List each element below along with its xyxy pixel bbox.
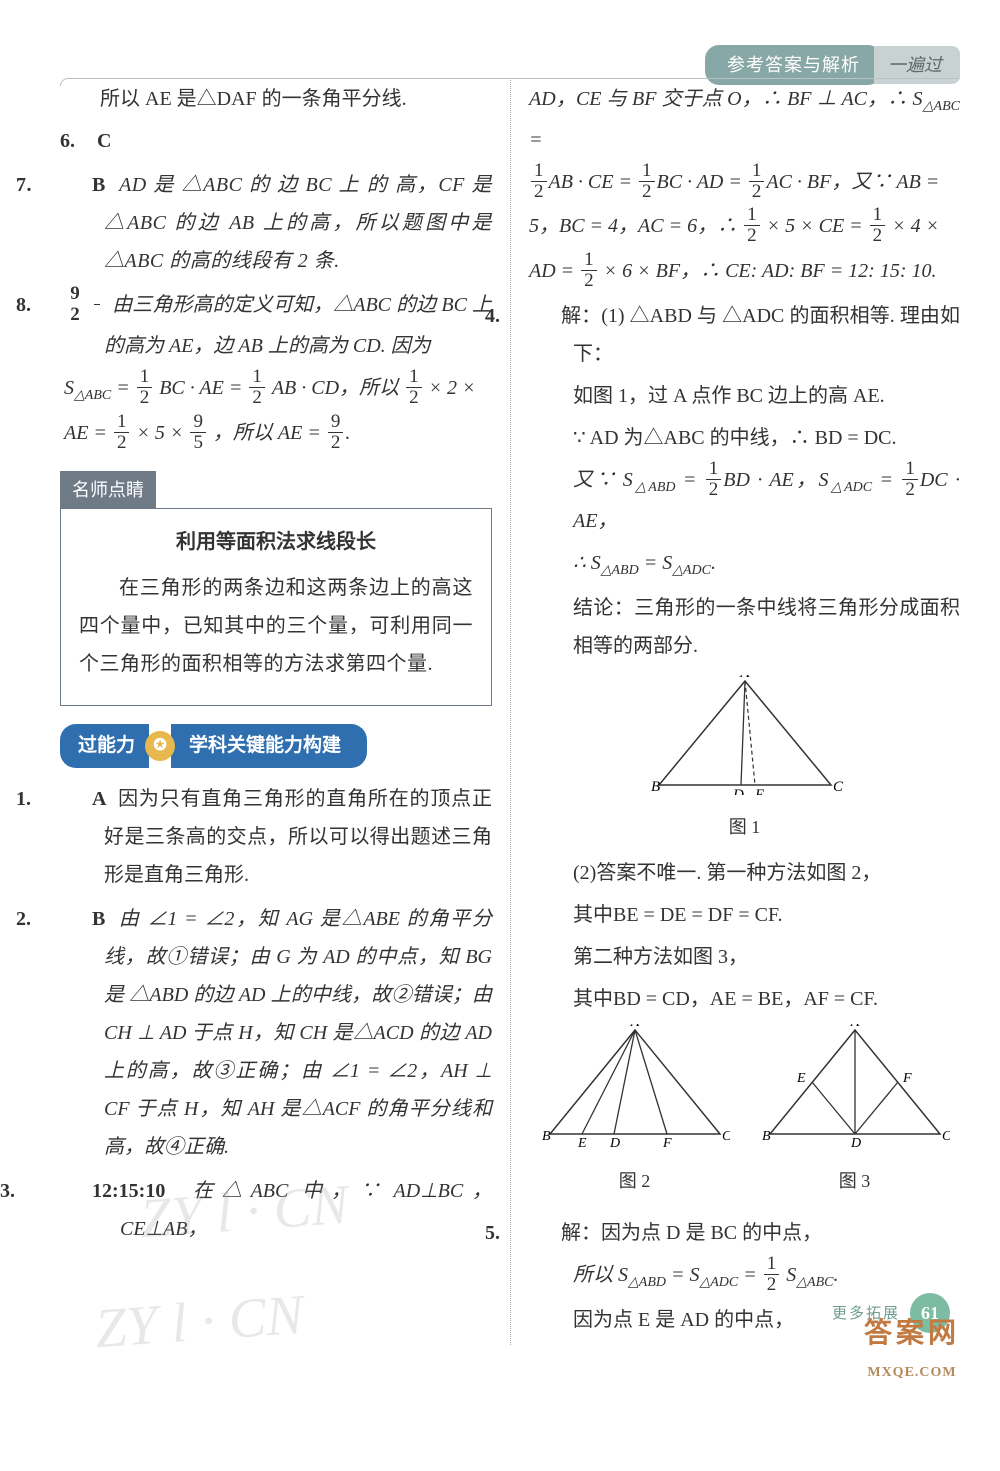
ability-1: 1.A 因为只有直角三角形的直角所在的顶点正好是三条高的交点，所以可以得出题述三…	[60, 780, 492, 894]
q8-text1: 由三角形高的定义可知，△ABC 的边 BC 上的高为 AE，边 AB 上的高为 …	[104, 294, 492, 357]
site-logo: 答案网 MXQE.COM	[864, 1307, 960, 1387]
tip-block: 名师点睛 利用等面积法求线段长 在三角形的两条边和这两条边上的高这四个量中，已知…	[60, 461, 492, 706]
svg-text:E: E	[577, 1136, 587, 1149]
svg-text:A: A	[849, 1024, 859, 1030]
q8-S-sub: △ABC	[74, 388, 111, 403]
cont-p3: 5，BC = 4，AC = 6，∴ 12 × 5 × CE = 12 × 4 ×	[529, 207, 960, 248]
svg-text:B: B	[762, 1129, 771, 1144]
svg-text:D: D	[732, 787, 744, 795]
svg-text:D: D	[609, 1136, 620, 1149]
svg-text:F: F	[902, 1071, 912, 1086]
q8-eq1d: AB · CD，所以	[272, 377, 399, 399]
svg-text:A: A	[739, 675, 750, 681]
a3-ans: 12:15:10	[92, 1180, 165, 1202]
svg-text:A: A	[629, 1024, 639, 1030]
section-left: 过能力	[60, 724, 149, 768]
a3-text: 在△ABC 中，∵ AD⊥BC，CE⊥AB，	[120, 1180, 492, 1240]
tip-label: 名师点睛	[60, 471, 156, 509]
svg-text:D: D	[850, 1136, 861, 1149]
figure-1: A B C D E	[529, 675, 960, 808]
q8-S: S	[64, 377, 74, 399]
svg-text:E: E	[754, 787, 764, 795]
ability-3: 3.12:15:10 在△ABC 中，∵ AD⊥BC，CE⊥AB，	[60, 1172, 492, 1248]
q8-eq2a: AE =	[64, 422, 107, 444]
header-rule	[60, 78, 960, 86]
a3-num: 3.	[60, 1172, 92, 1210]
svg-text:F: F	[662, 1136, 672, 1149]
tip-body: 在三角形的两条边和这两条边上的高这四个量中，已知其中的三个量，可利用同一个三角形…	[79, 569, 473, 683]
q7-text: AD 是 △ABC 的 边 BC 上 的 高，CF 是 △ABC 的边 AB 上…	[104, 174, 492, 272]
cont-p2: 12AB · CE = 12BC · AD = 12AC · BF，又∵ AB …	[529, 163, 960, 204]
q6-num: 6.	[60, 122, 92, 160]
tip-title: 利用等面积法求线段长	[79, 523, 473, 561]
a2-text: 由 ∠1 = ∠2，知 AG 是△ABE 的角平分线，故①错误；由 G 为 AD…	[104, 908, 492, 1158]
svg-text:C: C	[833, 779, 844, 795]
figcap-1: 图 1	[529, 810, 960, 844]
q7-num: 7.	[60, 166, 92, 204]
q6-ans: C	[97, 130, 111, 152]
a1-text: 因为只有直角三角形的直角所在的顶点正好是三条高的交点，所以可以得出题述三角形是直…	[104, 788, 492, 886]
answer-6: 6. C	[60, 122, 492, 160]
a1-ans: A	[92, 788, 106, 810]
q8-ans-frac: 92	[92, 284, 102, 325]
cont-p4: AD = 12 × 6 × BF，∴ CE: AD: BF = 12: 15: …	[529, 252, 960, 293]
left-column: 所以 AE 是△DAF 的一条角平分线. 6. C 7.B AD 是 △ABC …	[60, 80, 510, 1345]
ability-2: 2.B 由 ∠1 = ∠2，知 AG 是△ABE 的角平分线，故①错误；由 G …	[60, 900, 492, 1166]
a1-num: 1.	[60, 780, 92, 818]
q8-eq1c: BC · AE =	[159, 377, 242, 399]
answer-4: 4.解：(1) △ABD 与 △ADC 的面积相等. 理由如下： 如图 1，过 …	[529, 297, 960, 1208]
cont-p1: AD，CE 与 BF 交于点 O，∴ BF ⊥ AC，∴ S△ABC =	[529, 80, 960, 159]
right-column: AD，CE 与 BF 交于点 O，∴ BF ⊥ AC，∴ S△ABC = 12A…	[510, 80, 960, 1345]
svg-text:C: C	[942, 1129, 950, 1144]
svg-text:B: B	[651, 779, 660, 795]
answer-8: 8.92 由三角形高的定义可知，△ABC 的边 BC 上的高为 AE，边 AB …	[60, 286, 492, 455]
svg-text:E: E	[796, 1071, 806, 1086]
q8-eq2c: ，所以 AE =	[213, 422, 326, 444]
svg-text:B: B	[542, 1129, 551, 1144]
section-right: 学科关键能力构建	[171, 724, 367, 768]
section-icon: ✪	[145, 731, 175, 761]
figures-2-3: A B C E D F 图 2	[529, 1024, 960, 1208]
a2-num: 2.	[60, 900, 92, 938]
q8-eq2b: × 5 ×	[136, 422, 188, 444]
answer-7: 7.B AD 是 △ABC 的 边 BC 上 的 高，CF 是 △ABC 的边 …	[60, 166, 492, 280]
section-header: 过能力 ✪ 学科关键能力构建	[60, 724, 492, 768]
q8-eq1e: × 2 ×	[429, 377, 476, 399]
svg-text:C: C	[722, 1129, 730, 1144]
q7-ans: B	[92, 174, 106, 196]
a2-ans: B	[92, 908, 105, 930]
